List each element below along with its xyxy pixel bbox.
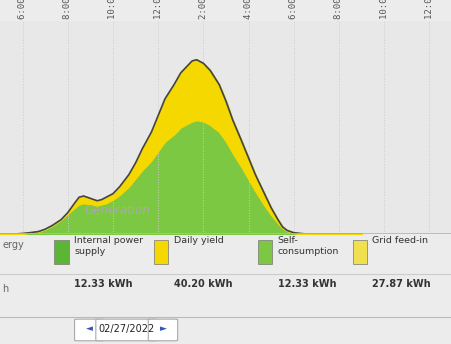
Bar — [54, 239, 69, 264]
Text: Self-
consumption: Self- consumption — [277, 236, 338, 256]
Text: 27.87 kWh: 27.87 kWh — [372, 279, 430, 289]
Bar — [352, 239, 366, 264]
Text: ►: ► — [160, 324, 167, 333]
Text: Generation: Generation — [84, 204, 150, 217]
Text: Internal power
supply: Internal power supply — [74, 236, 143, 256]
FancyBboxPatch shape — [148, 319, 177, 341]
Text: ergy: ergy — [2, 239, 24, 250]
Bar — [153, 239, 168, 264]
Text: 12.33 kWh: 12.33 kWh — [277, 279, 335, 289]
Text: ◄: ◄ — [85, 324, 92, 333]
Text: h: h — [2, 284, 9, 294]
Text: Daily yield: Daily yield — [173, 236, 223, 245]
FancyBboxPatch shape — [74, 319, 104, 341]
Text: Grid feed-in: Grid feed-in — [372, 236, 428, 245]
Text: 02/27/2022: 02/27/2022 — [98, 324, 154, 334]
Text: 12.33 kWh: 12.33 kWh — [74, 279, 132, 289]
Bar — [257, 239, 272, 264]
Text: 40.20 kWh: 40.20 kWh — [173, 279, 231, 289]
FancyBboxPatch shape — [96, 319, 156, 341]
